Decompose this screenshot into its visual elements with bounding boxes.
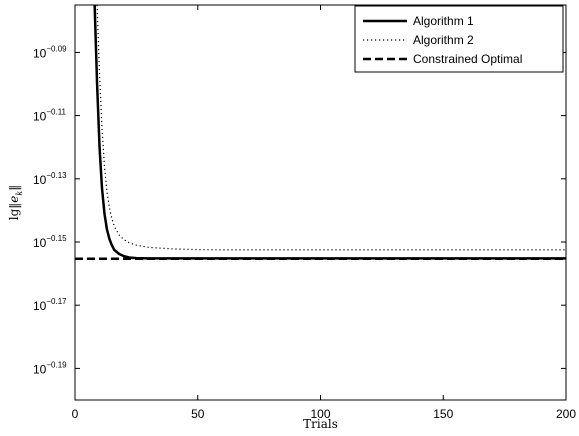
x-tick-label: 0 [72,407,79,421]
y-tick-label: 10−0.09 [33,44,67,60]
y-tick-base: 10 [33,362,47,376]
x-tick-label: 100 [310,407,330,421]
y-tick-label: 10−0.19 [33,360,67,376]
y-tick-label: 10−0.11 [33,108,67,124]
x-tick-label: 200 [556,407,576,421]
x-tick-label: 50 [191,407,205,421]
legend-box [354,5,564,73]
x-axis-label: Trials [303,417,338,431]
legend-label: Constrained Optimal [413,52,522,66]
y-tick-power: −0.11 [46,108,66,117]
y-tick-power: −0.15 [46,234,67,243]
y-tick-label: 10−0.15 [33,234,67,250]
y-tick-power: −0.19 [46,360,67,369]
y-tick-base: 10 [33,299,47,313]
y-tick-power: −0.09 [46,44,67,53]
legend-label: Algorithm 2 [413,33,474,47]
series-group [75,5,566,260]
y-tick-label: 10−0.17 [33,297,67,313]
x-tick-label: 150 [433,407,453,421]
y-tick-power: −0.17 [46,297,67,306]
y-axis-label: lg‖ek‖ [7,185,24,221]
y-tick-base: 10 [33,236,47,250]
y-tick-base: 10 [33,46,47,60]
y-tick-power: −0.13 [46,171,67,180]
y-tick-base: 10 [33,110,47,124]
legend-label: Algorithm 1 [413,14,474,28]
legend: Algorithm 1 Algorithm 2 Constrained Optima… [354,5,564,73]
y-tick-base: 10 [33,173,47,187]
y-tick-label: 10−0.13 [33,171,67,187]
